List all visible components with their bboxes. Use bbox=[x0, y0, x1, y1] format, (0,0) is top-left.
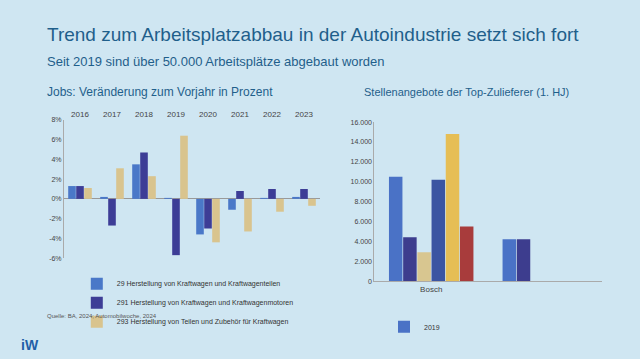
svg-text:293 Herstellung von Teilen und: 293 Herstellung von Teilen und Zubehör f… bbox=[117, 318, 289, 326]
svg-text:-6%: -6% bbox=[49, 255, 61, 262]
svg-text:Seit 2019 sind über 50.000 Arb: Seit 2019 sind über 50.000 Arbeitsplätze… bbox=[47, 54, 385, 69]
svg-text:Stellenangebote der Top-Zulief: Stellenangebote der Top-Zulieferer (1. H… bbox=[364, 86, 569, 98]
svg-text:2017: 2017 bbox=[103, 110, 121, 119]
svg-text:2.000: 2.000 bbox=[354, 258, 372, 265]
svg-text:2019: 2019 bbox=[167, 110, 185, 119]
svg-text:Trend zum Arbeitsplatzabbau in: Trend zum Arbeitsplatzabbau in der Autoi… bbox=[47, 24, 579, 45]
svg-text:0%: 0% bbox=[51, 195, 61, 202]
svg-text:291 Herstellung von Kraftwagen: 291 Herstellung von Kraftwagen und Kraft… bbox=[117, 299, 293, 307]
svg-text:16.000: 16.000 bbox=[351, 119, 373, 126]
svg-text:0: 0 bbox=[368, 278, 372, 285]
svg-text:iW: iW bbox=[21, 337, 39, 353]
svg-text:2023: 2023 bbox=[295, 110, 313, 119]
svg-text:14.000: 14.000 bbox=[351, 138, 373, 145]
svg-text:8%: 8% bbox=[51, 116, 61, 123]
svg-text:10.000: 10.000 bbox=[351, 178, 373, 185]
svg-text:Quelle: BA, 2024; Automobilwoc: Quelle: BA, 2024; Automobilwoche, 2024 bbox=[47, 313, 157, 319]
svg-text:2020: 2020 bbox=[199, 110, 217, 119]
svg-text:29 Herstellung von Kraftwagen: 29 Herstellung von Kraftwagen und Kraftw… bbox=[117, 280, 281, 288]
svg-text:2021: 2021 bbox=[231, 110, 249, 119]
svg-text:12.000: 12.000 bbox=[351, 158, 373, 165]
svg-text:4.000: 4.000 bbox=[354, 238, 372, 245]
svg-text:Bosch: Bosch bbox=[420, 285, 442, 294]
svg-text:6.000: 6.000 bbox=[354, 218, 372, 225]
svg-text:4%: 4% bbox=[51, 156, 61, 163]
svg-text:-2%: -2% bbox=[49, 215, 61, 222]
svg-text:2019: 2019 bbox=[424, 324, 440, 331]
svg-text:2016: 2016 bbox=[71, 110, 89, 119]
svg-text:2%: 2% bbox=[51, 176, 61, 183]
svg-text:8.000: 8.000 bbox=[354, 198, 372, 205]
svg-text:2018: 2018 bbox=[135, 110, 153, 119]
svg-text:6%: 6% bbox=[51, 136, 61, 143]
svg-text:Jobs: Veränderung zum Vorjahr: Jobs: Veränderung zum Vorjahr in Prozent bbox=[47, 85, 273, 99]
svg-text:2022: 2022 bbox=[263, 110, 281, 119]
svg-text:-4%: -4% bbox=[49, 235, 61, 242]
